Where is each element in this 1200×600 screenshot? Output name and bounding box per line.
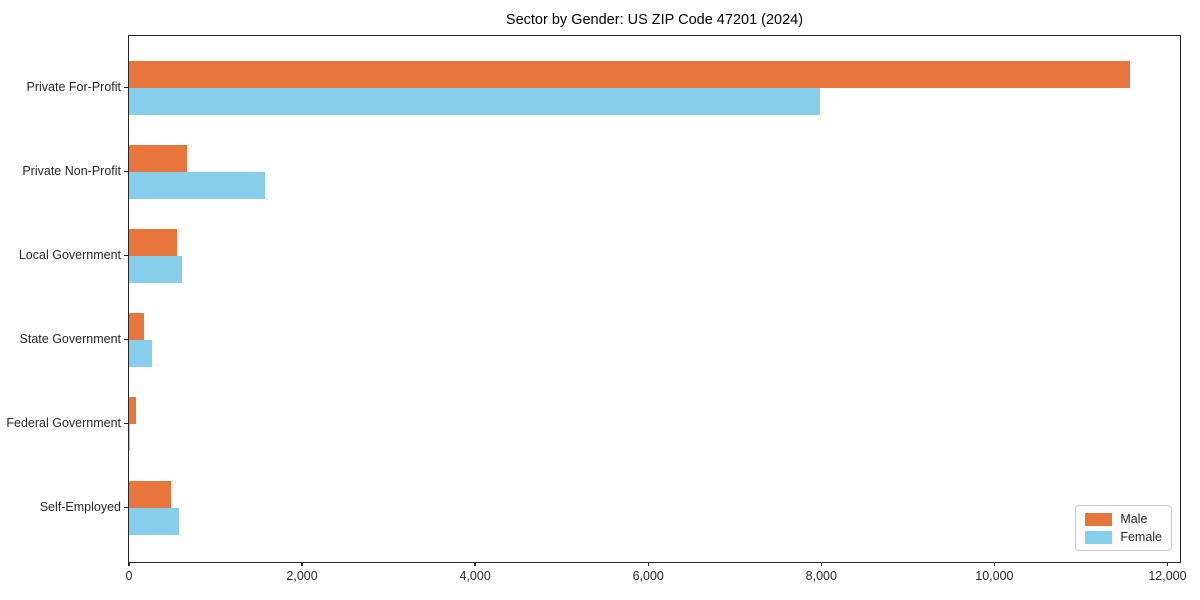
- xtick-mark: [474, 562, 476, 566]
- bar-male-local-government: [129, 229, 178, 256]
- xtick-label-10-000: 10,000: [975, 569, 1014, 583]
- legend-label-male: Male: [1120, 512, 1148, 526]
- legend-label-female: Female: [1120, 530, 1162, 544]
- ytick-label-private-non-profit: Private Non-Profit: [22, 164, 121, 178]
- ytick-label-self-employed: Self-Employed: [39, 500, 121, 514]
- xtick-label-8-000: 8,000: [805, 569, 837, 583]
- chart-title: Sector by Gender: US ZIP Code 47201 (202…: [505, 12, 804, 28]
- bar-female-federal-government: [129, 424, 131, 451]
- bar-female-private-non-profit: [129, 172, 265, 199]
- legend-item-male: Male: [1085, 512, 1162, 526]
- bar-male-state-government: [129, 313, 144, 340]
- xtick-label-6-000: 6,000: [632, 569, 664, 583]
- legend-item-female: Female: [1085, 530, 1162, 544]
- ytick-mark: [124, 87, 128, 89]
- ytick-mark: [124, 171, 128, 173]
- bar-female-self-employed: [129, 508, 179, 535]
- xtick-mark: [820, 562, 822, 566]
- legend-swatch-female: [1085, 530, 1113, 544]
- xtick-mark: [647, 562, 649, 566]
- xtick-mark: [128, 562, 130, 566]
- bar-female-local-government: [129, 256, 183, 283]
- ytick-label-state-government: State Government: [19, 332, 121, 346]
- xtick-label-4-000: 4,000: [459, 569, 491, 583]
- bar-male-private-for-profit: [129, 61, 1131, 88]
- xtick-label-12-000: 12,000: [1148, 569, 1187, 583]
- legend-swatch-male: [1085, 512, 1113, 526]
- bar-male-private-non-profit: [129, 145, 187, 172]
- xtick-label-0: 0: [125, 569, 133, 583]
- bar-male-federal-government: [129, 397, 137, 424]
- xtick-mark: [301, 562, 303, 566]
- ytick-label-federal-government: Federal Government: [6, 416, 121, 430]
- xtick-mark: [993, 562, 996, 566]
- ytick-mark: [124, 339, 128, 341]
- xtick-label-2-000: 2,000: [286, 569, 318, 583]
- plot-area: [128, 35, 1181, 563]
- xtick-mark: [1166, 562, 1169, 566]
- legend: Male Female: [1075, 505, 1172, 551]
- bar-male-self-employed: [129, 481, 172, 508]
- ytick-mark: [124, 423, 128, 425]
- ytick-mark: [124, 507, 128, 509]
- bar-female-state-government: [129, 340, 153, 367]
- bar-female-private-for-profit: [129, 88, 820, 115]
- ytick-label-private-for-profit: Private For-Profit: [26, 80, 121, 94]
- ytick-label-local-government: Local Government: [18, 248, 121, 262]
- ytick-mark: [124, 255, 128, 257]
